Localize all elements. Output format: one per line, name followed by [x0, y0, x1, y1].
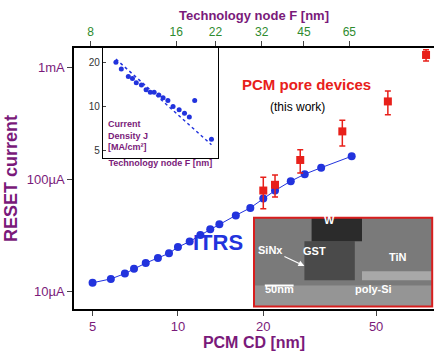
- svg-text:22: 22: [209, 25, 223, 39]
- svg-text:PCM CD [nm]: PCM CD [nm]: [203, 334, 305, 351]
- svg-text:65: 65: [343, 25, 357, 39]
- svg-text:100µA: 100µA: [27, 172, 65, 187]
- svg-text:32: 32: [255, 25, 269, 39]
- svg-text:CurrentDensity J[MA/cm²]: CurrentDensity J[MA/cm²]: [108, 119, 148, 152]
- svg-text:Technology node F [nm]: Technology node F [nm]: [108, 158, 212, 168]
- svg-text:SiNx: SiNx: [258, 244, 283, 256]
- svg-text:10: 10: [89, 101, 101, 112]
- svg-text:5: 5: [94, 145, 100, 156]
- svg-text:45: 45: [297, 25, 311, 39]
- svg-text:(this work): (this work): [270, 100, 325, 114]
- svg-text:20: 20: [256, 319, 270, 334]
- svg-text:poly-Si: poly-Si: [355, 283, 392, 295]
- svg-text:8: 8: [87, 25, 94, 39]
- svg-text:10µA: 10µA: [34, 284, 65, 299]
- svg-text:20: 20: [89, 57, 101, 68]
- svg-text:50nm: 50nm: [265, 283, 294, 295]
- svg-text:GST: GST: [303, 245, 326, 257]
- svg-text:ITRS: ITRS: [193, 230, 243, 255]
- svg-text:50: 50: [369, 319, 383, 334]
- svg-text:5: 5: [89, 319, 96, 334]
- svg-text:W: W: [324, 214, 335, 226]
- svg-text:RESET current: RESET current: [1, 115, 21, 242]
- svg-text:PCM pore devices: PCM pore devices: [242, 76, 371, 93]
- svg-text:16: 16: [169, 25, 183, 39]
- svg-text:10: 10: [171, 319, 185, 334]
- svg-text:Technology node F [nm]: Technology node F [nm]: [179, 8, 329, 23]
- svg-text:TiN: TiN: [389, 251, 407, 263]
- svg-text:1mA: 1mA: [38, 60, 65, 75]
